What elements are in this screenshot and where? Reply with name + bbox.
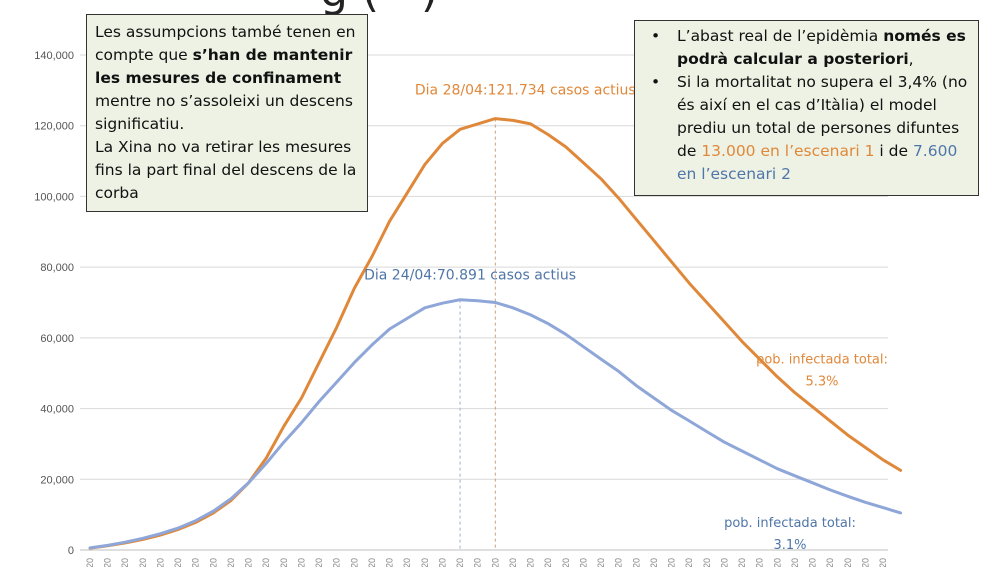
x-tick-label: 20 xyxy=(332,558,342,567)
bullet: • xyxy=(651,27,661,45)
x-tick-label: 20 xyxy=(473,558,483,567)
x-tick-label: 20 xyxy=(437,558,447,567)
note-bold-text: s’han de mantenir les mesures de confina… xyxy=(95,46,353,87)
x-tick-label: 20 xyxy=(719,558,729,567)
x-tick-label: 20 xyxy=(279,558,289,567)
x-tick-label: 20 xyxy=(808,558,818,567)
x-tick-label: 20 xyxy=(755,558,765,567)
x-tick-label: 20 xyxy=(261,558,271,567)
x-tick-label: 20 xyxy=(191,558,201,567)
x-tick-label: 20 xyxy=(543,558,553,567)
x-tick-label: 20 xyxy=(614,558,624,567)
x-tick-label: 20 xyxy=(402,558,412,567)
x-tick-label: 20 xyxy=(878,558,888,567)
note-text: i de xyxy=(874,142,913,160)
x-tick-label: 20 xyxy=(314,558,324,567)
peak-guide-lines xyxy=(459,118,496,550)
x-tick-label: 20 xyxy=(367,558,377,567)
x-tick-label: 20 xyxy=(631,558,641,567)
x-tick-label: 20 xyxy=(85,558,95,567)
x-tick-label: 20 xyxy=(825,558,835,567)
x-tick-label: 20 xyxy=(155,558,165,567)
x-tick-label: 20 xyxy=(349,558,359,567)
chart-annotations: Dia 28/04:121.734 casos actius Dia 24/04:… xyxy=(364,83,888,553)
series-lines xyxy=(88,117,903,550)
peak-annotation-2: Dia 24/04:70.891 casos actius xyxy=(364,268,576,284)
note-box-mortality: • L’abast real de l’epidèmia només es po… xyxy=(634,20,979,196)
x-tick-label: 20 xyxy=(843,558,853,567)
note-box-assumptions: Les assumpcions també tenen en compte qu… xyxy=(86,14,368,212)
x-tick-label: 20 xyxy=(667,558,677,567)
y-tick-label: 80,000 xyxy=(40,262,74,274)
scenario-2-deaths: 7.600 en l’escenari 2 xyxy=(677,142,958,183)
x-tick-label: 20 xyxy=(120,558,130,567)
x-tick-label: 20 xyxy=(385,558,395,567)
x-tick-label: 20 xyxy=(208,558,218,567)
x-tick-label: 20 xyxy=(772,558,782,567)
series-line-2 xyxy=(88,298,903,550)
note-list-item: • Si la mortalitat no supera el 3,4% (no… xyxy=(643,71,970,186)
x-tick-label: 20 xyxy=(508,558,518,567)
end-label-line2: 5.3% xyxy=(805,374,838,389)
peak-annotation-1: Dia 28/04:121.734 casos actius xyxy=(415,83,636,99)
y-tick-label: 60,000 xyxy=(40,333,74,345)
x-axis-ticks: 20 20 20 20 20 20 20 20 20 20 20 20 20 20 20 20 20 20 20 20… xyxy=(85,558,888,567)
x-tick-label: 20 xyxy=(561,558,571,567)
x-tick-label: 20 xyxy=(490,558,500,567)
x-tick-label: 20 xyxy=(860,558,870,567)
note-list-item: • L’abast real de l’epidèmia només es po… xyxy=(643,25,970,71)
x-tick-label: 20 xyxy=(702,558,712,567)
note-text: L’abast real de l’epidèmia xyxy=(677,27,884,45)
x-tick-label: 20 xyxy=(526,558,536,567)
x-tick-label: 20 xyxy=(103,558,113,567)
x-tick-label: 20 xyxy=(420,558,430,567)
note-text: Les assumpcions també tenen en compte qu… xyxy=(95,23,356,64)
x-tick-label: 20 xyxy=(173,558,183,567)
y-tick-label: 20,000 xyxy=(40,474,74,486)
note-text: mentre no s’assoleixi un descens signifi… xyxy=(95,92,353,133)
x-tick-label: 20 xyxy=(455,558,465,567)
y-tick-label: 40,000 xyxy=(40,404,74,416)
y-axis-ticks: 0 20,000 40,000 60,000 80,000 100,000 120,000 1… xyxy=(34,50,74,557)
bullet: • xyxy=(651,73,661,91)
end-label-line2: 3.1% xyxy=(773,538,806,553)
y-tick-label: 0 xyxy=(68,545,74,557)
note-text-china: La Xina no va retirar les mesures fins l… xyxy=(95,138,357,202)
x-tick-label: 20 xyxy=(737,558,747,567)
y-tick-label: 120,000 xyxy=(34,121,74,133)
end-label-line1: pob. infectada total: xyxy=(724,516,856,531)
x-tick-label: 20 xyxy=(649,558,659,567)
x-tick-label: 20 xyxy=(596,558,606,567)
y-tick-label: 140,000 xyxy=(34,50,74,62)
end-label-line1: pob. infectada total: xyxy=(756,352,888,367)
note-bold-text: només es podrà calcular a posteriori xyxy=(677,27,966,68)
note-text: , xyxy=(908,50,914,68)
note-text: Si la mortalitat no supera el 3,4% (no é… xyxy=(677,73,968,160)
x-tick-label: 20 xyxy=(138,558,148,567)
x-tick-label: 20 xyxy=(244,558,254,567)
x-tick-label: 20 xyxy=(226,558,236,567)
x-tick-label: 20 xyxy=(578,558,588,567)
x-tick-label: 20 xyxy=(296,558,306,567)
slide-title-fragment: g ( · ) xyxy=(320,0,438,17)
y-tick-label: 100,000 xyxy=(34,191,74,203)
x-tick-label: 20 xyxy=(790,558,800,567)
x-tick-label: 20 xyxy=(684,558,694,567)
scenario-1-deaths: 13.000 en l’escenari 1 xyxy=(701,142,875,160)
